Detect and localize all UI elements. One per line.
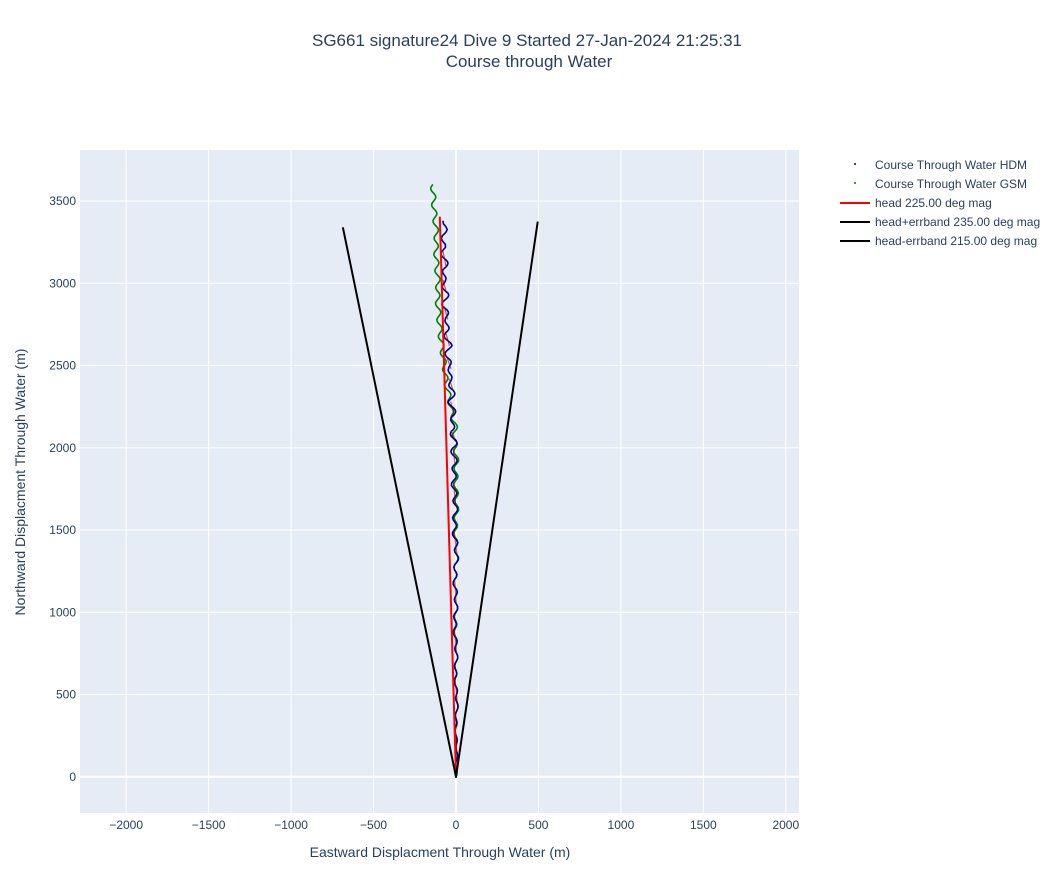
- legend-marker: [854, 163, 856, 165]
- data-traces: [342, 184, 539, 778]
- y-tick-label: 3000: [49, 276, 76, 290]
- legend-label: head 225.00 deg mag: [875, 196, 992, 210]
- line-head: [438, 216, 457, 778]
- y-tick-label: 500: [56, 688, 76, 702]
- legend-label: head+errband 235.00 deg mag: [875, 215, 1040, 229]
- hdm-point-segment: [452, 480, 457, 506]
- grid-lines: [80, 150, 799, 813]
- line-head-minus-errband: [342, 227, 457, 778]
- hdm-point-segment: [454, 678, 458, 703]
- hdm-point-segment: [442, 279, 448, 294]
- legend-item[interactable]: Course Through Water GSM: [854, 177, 1027, 191]
- x-tick-label: 1000: [608, 818, 635, 832]
- hdm-point-segment: [450, 401, 455, 416]
- y-axis-ticks: 0 500 1000 1500 2000 2500 3000 3500: [49, 194, 76, 784]
- y-tick-label: 2000: [49, 441, 76, 455]
- hdm-point-segment: [446, 357, 452, 370]
- hdm-point-segment: [445, 332, 450, 346]
- legend-item[interactable]: head+errband 235.00 deg mag: [840, 215, 1040, 229]
- y-tick-label: 0: [69, 770, 76, 784]
- y-tick-label: 2500: [49, 359, 76, 373]
- legend-item[interactable]: Course Through Water HDM: [854, 158, 1027, 172]
- hdm-point-segment: [453, 529, 458, 555]
- y-axis-title: Northward Displacment Through Water (m): [12, 349, 28, 616]
- hdm-point-segment: [452, 447, 456, 465]
- legend[interactable]: Course Through Water HDM Course Through W…: [840, 158, 1040, 248]
- y-tick-label: 3500: [49, 194, 76, 208]
- legend-label: Course Through Water HDM: [875, 158, 1027, 172]
- chart-subtitle: Course through Water: [446, 52, 613, 71]
- y-tick-label: 1000: [49, 605, 76, 619]
- chart-title: SG661 signature24 Dive 9 Started 27-Jan-…: [312, 31, 742, 50]
- legend-marker: [854, 182, 856, 184]
- hdm-point-segment: [454, 579, 457, 605]
- legend-label: head-errband 215.00 deg mag: [875, 234, 1037, 248]
- x-tick-label: −2000: [109, 818, 143, 832]
- x-axis-title: Eastward Displacment Through Water (m): [310, 844, 571, 860]
- legend-item[interactable]: head 225.00 deg mag: [840, 196, 992, 210]
- legend-label: Course Through Water GSM: [875, 177, 1027, 191]
- x-tick-label: 2000: [772, 818, 799, 832]
- hdm-point-segment: [448, 378, 454, 391]
- x-tick-label: −500: [360, 818, 387, 832]
- hdm-point-segment: [453, 628, 458, 654]
- hdm-point-segment: [442, 250, 447, 267]
- x-tick-label: 500: [528, 818, 548, 832]
- x-tick-label: −1000: [274, 818, 308, 832]
- x-tick-label: 0: [453, 818, 460, 832]
- x-axis-ticks: −2000 −1500 −1000 −500 0 500 1000 1500 2000: [109, 818, 799, 832]
- hdm-point-segment: [450, 431, 456, 440]
- plot-area[interactable]: [80, 150, 799, 813]
- line-head-plus-errband: [454, 221, 539, 778]
- x-tick-label: −1500: [192, 818, 226, 832]
- legend-item[interactable]: head-errband 215.00 deg mag: [840, 234, 1037, 248]
- hdm-point-segment: [443, 306, 449, 320]
- y-tick-label: 1500: [49, 523, 76, 537]
- x-tick-label: 1500: [690, 818, 717, 832]
